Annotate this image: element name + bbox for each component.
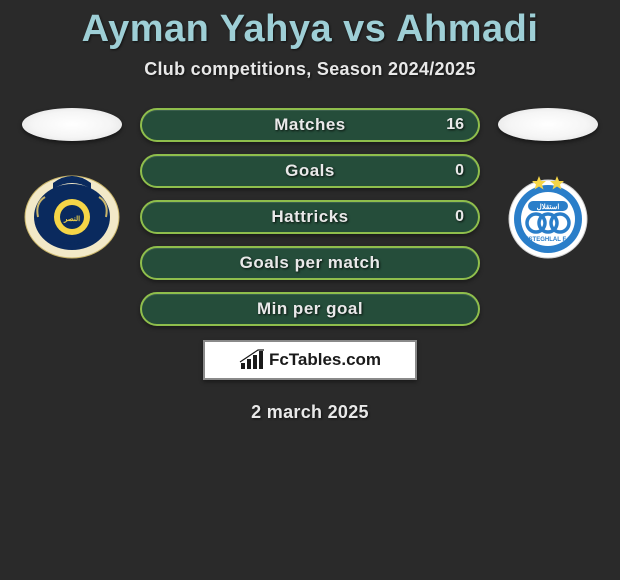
stats-column: Matches 16 Goals 0 Hattricks 0 Goals per… bbox=[140, 108, 480, 326]
player-left-avatar bbox=[22, 108, 122, 141]
stat-label: Goals bbox=[285, 161, 335, 181]
player-left-club-badge: النصر Since 1955 bbox=[23, 173, 121, 259]
player-right-column: استقلال ESTEGHLAL F.C bbox=[498, 108, 598, 259]
svg-text:استقلال: استقلال bbox=[537, 203, 560, 211]
branding-box: FcTables.com bbox=[203, 340, 417, 380]
date-text: 2 march 2025 bbox=[0, 402, 620, 423]
player-right-avatar bbox=[498, 108, 598, 141]
comparison-infographic: Ayman Yahya vs Ahmadi Club competitions,… bbox=[0, 0, 620, 423]
svg-text:النصر: النصر bbox=[63, 215, 80, 223]
stat-row-hattricks: Hattricks 0 bbox=[140, 200, 480, 234]
branding-text: FcTables.com bbox=[269, 350, 381, 370]
stat-label: Goals per match bbox=[240, 253, 381, 273]
stat-right-value: 16 bbox=[446, 116, 464, 134]
svg-text:ESTEGHLAL F.C: ESTEGHLAL F.C bbox=[525, 237, 573, 243]
player-left-column: النصر Since 1955 bbox=[22, 108, 122, 259]
stat-right-value: 0 bbox=[455, 162, 464, 180]
subtitle: Club competitions, Season 2024/2025 bbox=[0, 59, 620, 80]
stat-label: Hattricks bbox=[271, 207, 348, 227]
player-right-club-badge: استقلال ESTEGHLAL F.C bbox=[499, 173, 597, 259]
stat-right-value: 0 bbox=[455, 208, 464, 226]
stat-label: Matches bbox=[274, 115, 346, 135]
stat-row-goals-per-match: Goals per match bbox=[140, 246, 480, 280]
stat-row-matches: Matches 16 bbox=[140, 108, 480, 142]
page-title: Ayman Yahya vs Ahmadi bbox=[0, 8, 620, 51]
stat-row-goals: Goals 0 bbox=[140, 154, 480, 188]
chart-icon bbox=[239, 349, 265, 371]
stat-row-min-per-goal: Min per goal bbox=[140, 292, 480, 326]
stat-label: Min per goal bbox=[257, 299, 363, 319]
main-row: النصر Since 1955 Matches 16 Goals 0 bbox=[0, 108, 620, 326]
svg-text:Since 1955: Since 1955 bbox=[59, 241, 84, 247]
